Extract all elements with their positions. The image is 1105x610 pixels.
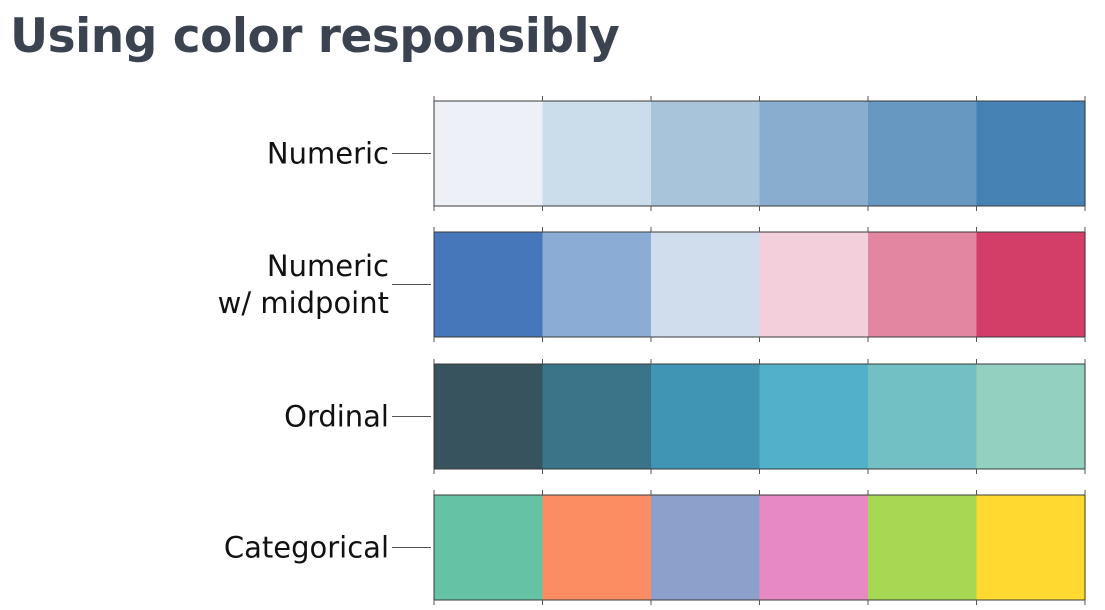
palette-label: Ordinal [284,400,389,434]
color-swatch [759,232,869,337]
palette-label: Numeric [267,137,389,171]
color-swatch [759,101,869,206]
color-swatch [434,232,544,337]
color-swatch [542,495,652,600]
palette-row: Numeric [267,96,1086,211]
palette-label: w/ midpoint [218,286,389,320]
palette-label: Numeric [267,249,389,283]
color-swatch [976,101,1086,206]
color-swatch [868,364,978,469]
color-swatch [976,232,1086,337]
color-swatch [976,364,1086,469]
color-swatch [868,495,978,600]
color-swatch [868,101,978,206]
page-title: Using color responsibly [10,9,620,64]
color-swatch [542,364,652,469]
color-swatch [651,101,761,206]
palette-label: Categorical [224,531,389,565]
color-swatch [651,495,761,600]
color-swatch [976,495,1086,600]
color-swatch [434,495,544,600]
color-swatch [868,232,978,337]
color-swatch [542,232,652,337]
color-swatch [434,364,544,469]
palette-row: Categorical [224,490,1086,605]
color-swatch [434,101,544,206]
color-swatch [542,101,652,206]
color-swatch [759,364,869,469]
color-swatch [651,364,761,469]
color-swatch [759,495,869,600]
color-swatch [651,232,761,337]
palette-row: Ordinal [284,359,1086,474]
